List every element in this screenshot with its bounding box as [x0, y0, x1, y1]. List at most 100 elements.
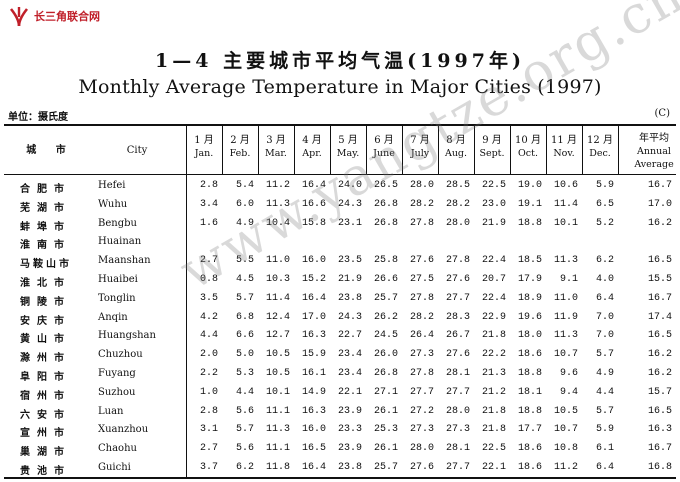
- city-cn-cell: 芜湖市: [20, 202, 71, 214]
- value-cell: 27.7: [445, 292, 470, 304]
- value-cell: 11.4: [553, 198, 578, 210]
- value-cell: 24.5: [373, 330, 398, 342]
- value-cell: 6.0: [235, 198, 254, 210]
- city-cn-cell: 宿州市: [20, 390, 71, 402]
- city-cn-cell: 安庆市: [20, 315, 71, 327]
- city-en-cell: Luan: [98, 405, 124, 417]
- value-cell: 26.8: [373, 217, 398, 229]
- value-cell: 21.9: [481, 217, 506, 229]
- month-header: 12 月 Dec.: [582, 134, 618, 160]
- month-header-en: Mar.: [265, 148, 287, 159]
- value-cell: 10.1: [265, 386, 290, 398]
- value-cell: 28.1: [445, 368, 470, 379]
- value-cell: 18.0: [517, 330, 542, 342]
- value-cell: 5.4: [235, 180, 254, 191]
- value-cell: 5.2: [595, 217, 614, 229]
- value-cell: 16.0: [301, 255, 326, 267]
- value-cell: 26.0: [373, 349, 398, 361]
- month-header-cn: 4 月: [302, 135, 322, 146]
- value-cell: 4.4: [595, 386, 614, 398]
- value-cell: 18.8: [517, 405, 542, 417]
- city-en-cell: Xuanzhou: [98, 424, 149, 436]
- value-cell: 6.5: [595, 198, 614, 210]
- brand-name: 长三角联合网: [34, 10, 100, 23]
- city-cn-header: 城 市: [26, 145, 74, 156]
- city-cn-cell: 贵池市: [20, 466, 71, 477]
- city-en-cell: Guichi: [98, 462, 131, 473]
- city-en-cell: Hefei: [98, 180, 126, 191]
- value-cell: 16.6: [301, 198, 326, 210]
- city-en-cell: Chaohu: [98, 443, 137, 455]
- column-divider: [294, 125, 295, 175]
- month-header-en: Jan.: [194, 148, 214, 159]
- value-cell: 11.9: [553, 311, 578, 323]
- value-cell: 6.2: [235, 462, 254, 473]
- value-cell: 21.8: [481, 424, 506, 436]
- value-cell: 6.4: [595, 462, 614, 473]
- value-cell: 19.1: [517, 198, 542, 210]
- brand-logo[interactable]: 长三角联合网: [8, 5, 100, 27]
- value-cell: 16.2: [647, 217, 672, 229]
- month-header: 3 月 Mar.: [258, 134, 294, 160]
- value-cell: 16.5: [647, 405, 672, 417]
- value-cell: 4.4: [235, 386, 254, 398]
- column-divider: [258, 125, 259, 175]
- city-cn-cell: 六安市: [20, 409, 71, 421]
- table-top-rule: [4, 124, 676, 126]
- month-header-cn: 10 月: [515, 135, 541, 146]
- annual-header-cn: 年平均: [639, 133, 669, 144]
- month-header: 5 月 May.: [330, 134, 366, 160]
- value-cell: 11.1: [265, 443, 290, 455]
- value-cell: 27.6: [409, 462, 434, 473]
- value-cell: 11.3: [265, 424, 290, 436]
- value-cell: 18.9: [517, 292, 542, 304]
- value-cell: 1.6: [199, 217, 218, 229]
- month-header: 10 月 Oct.: [510, 134, 546, 160]
- column-divider: [474, 125, 475, 175]
- value-cell: 18.6: [517, 462, 542, 473]
- value-cell: 16.5: [647, 330, 672, 342]
- value-cell: 10.6: [553, 180, 578, 191]
- value-cell: 26.2: [373, 311, 398, 323]
- value-cell: 5.6: [235, 405, 254, 417]
- value-cell: 20.7: [481, 274, 506, 285]
- value-cell: 28.2: [445, 198, 470, 210]
- value-cell: 27.7: [445, 462, 470, 473]
- value-cell: 4.4: [199, 330, 218, 342]
- city-en-cell: Bengbu: [98, 217, 137, 229]
- value-cell: 14.9: [301, 386, 326, 398]
- month-header: 7 月 July: [402, 134, 438, 160]
- value-cell: 10.7: [553, 424, 578, 436]
- value-cell: 22.9: [481, 311, 506, 323]
- value-cell: 1.0: [199, 386, 218, 398]
- header-bottom-rule: [4, 174, 676, 175]
- value-cell: 26.8: [373, 198, 398, 210]
- value-cell: 2.0: [199, 349, 218, 361]
- value-cell: 9.1: [559, 274, 578, 285]
- value-cell: 5.5: [235, 255, 254, 267]
- city-en-cell: Wuhu: [98, 198, 128, 210]
- month-header-en: Dec.: [589, 148, 611, 159]
- city-en-cell: Chuzhou: [98, 349, 143, 361]
- city-en-cell: Huaibei: [98, 274, 138, 285]
- value-cell: 15.5: [647, 274, 672, 285]
- value-cell: 6.8: [235, 311, 254, 323]
- page-title-en: Monthly Average Temperature in Major Cit…: [78, 76, 602, 98]
- annual-header-en1: Annual: [637, 146, 671, 157]
- value-cell: 23.0: [481, 198, 506, 210]
- value-cell: 22.1: [481, 462, 506, 473]
- annual-header: 年平均 Annual Average: [630, 132, 678, 171]
- value-cell: 26.8: [373, 368, 398, 379]
- value-cell: 18.5: [517, 255, 542, 267]
- brand-mark-icon: [9, 7, 29, 27]
- value-cell: 10.3: [265, 274, 290, 285]
- city-cn-cell: 巢湖市: [20, 447, 71, 459]
- value-cell: 16.5: [301, 443, 326, 455]
- value-cell: 9.6: [559, 368, 578, 379]
- value-cell: 10.5: [265, 368, 290, 379]
- value-cell: 4.9: [595, 368, 614, 379]
- city-en-cell: Huangshan: [98, 330, 156, 342]
- value-cell: 10.7: [553, 349, 578, 361]
- value-cell: 17.0: [647, 198, 672, 210]
- value-cell: 23.9: [337, 405, 362, 417]
